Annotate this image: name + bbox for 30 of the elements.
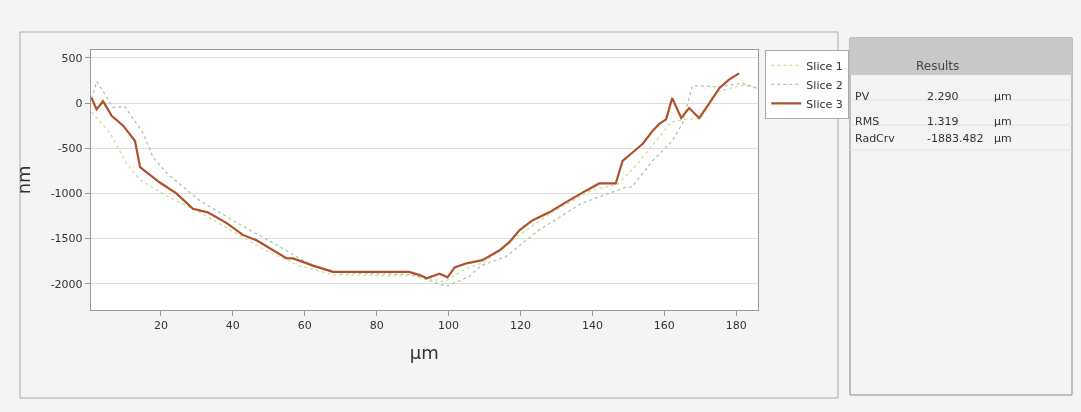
x-tick-label: 80 xyxy=(369,319,384,333)
text: µm xyxy=(994,90,1012,103)
y-tick-label: -1000 xyxy=(50,187,83,201)
legend-label: Slice 3 xyxy=(806,97,843,111)
y-tick-label: -1500 xyxy=(50,232,83,246)
text: RadCrv xyxy=(855,132,896,145)
text: 1.319 xyxy=(927,115,959,128)
x-tick-label: 120 xyxy=(509,319,531,333)
x-tick-label: 140 xyxy=(581,319,603,333)
text: PV xyxy=(855,90,870,103)
x-tick-label: 40 xyxy=(225,319,240,333)
x-tick-label: 100 xyxy=(438,319,460,333)
text: 2.290 xyxy=(927,90,959,103)
y-tick-label: -2000 xyxy=(50,277,83,291)
text: µm xyxy=(994,115,1012,128)
y-tick-label: -500 xyxy=(57,142,83,156)
text: µm xyxy=(994,132,1012,145)
text: -1883.482 xyxy=(927,132,984,145)
text: RMS xyxy=(855,115,880,128)
y-tick-label: 500 xyxy=(61,51,83,65)
x-tick-label: 160 xyxy=(653,319,675,333)
x-tick-label: 20 xyxy=(153,319,168,333)
y-axis-title: nm xyxy=(12,165,34,195)
y-tick-label: 0 xyxy=(75,96,83,110)
legend-label: Slice 2 xyxy=(806,78,843,92)
x-tick-label: 180 xyxy=(725,319,747,333)
legend-label: Slice 1 xyxy=(806,59,843,73)
text: Results xyxy=(916,59,960,73)
x-axis-title: µm xyxy=(409,342,439,364)
x-tick-label: 60 xyxy=(297,319,312,333)
